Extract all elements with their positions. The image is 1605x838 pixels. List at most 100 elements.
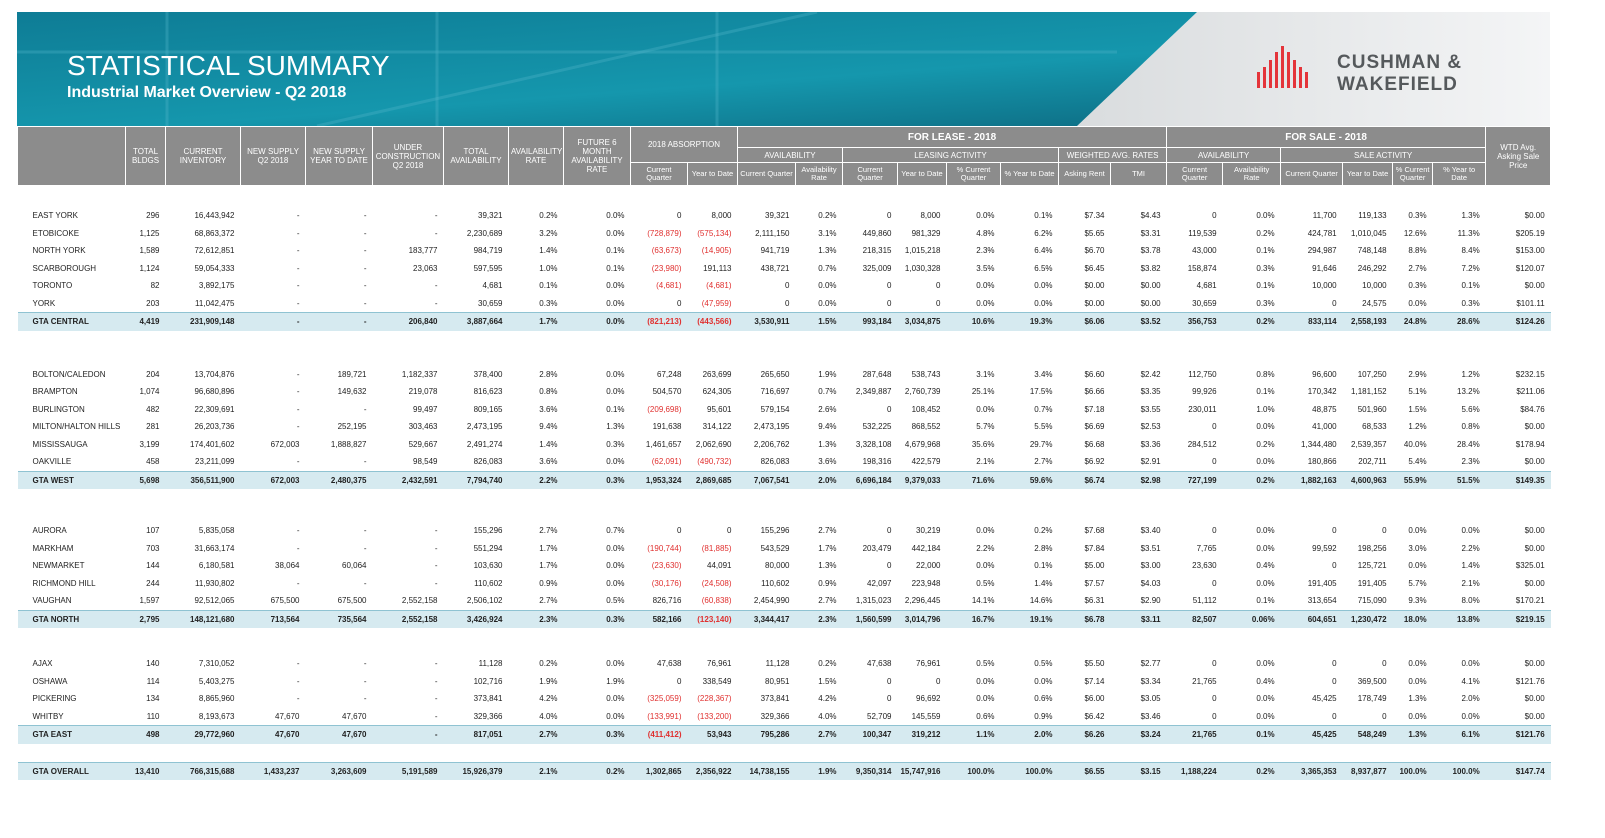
cell: - [363, 281, 367, 291]
cell: 1.2% [1461, 369, 1480, 379]
cell: 0.0% [1034, 676, 1053, 686]
cell: $6.31 [1084, 596, 1105, 606]
cell: 11.3% [1457, 228, 1480, 238]
cell: 1,188,224 [1166, 761, 1223, 780]
column-header: NEW SUPPLY YEAR TO DATE [305, 126, 373, 186]
cell: 1,124 [139, 263, 160, 273]
cell: 110 [146, 711, 160, 721]
cell: 0 [1212, 211, 1217, 221]
spacer [18, 628, 1551, 655]
column-header: FUTURE 6 MONTH AVAILABILITY RATE [563, 126, 631, 186]
cell: 597,595 [473, 263, 503, 273]
column-header: Current Quarter [1280, 162, 1344, 186]
banner-pattern [17, 12, 1117, 126]
cell: 4.1% [1461, 676, 1480, 686]
cell: 3,263,609 [305, 761, 373, 780]
cell: 2,869,685 [687, 470, 738, 489]
spacer [18, 489, 1551, 522]
cell: $5.50 [1084, 659, 1105, 669]
cell: 0.1% [1461, 281, 1480, 291]
cell: 3,328,108 [855, 439, 892, 449]
cell: 3,344,417 [737, 609, 796, 628]
market-name: PICKERING [32, 694, 77, 704]
cell: 28.6% [1432, 312, 1486, 331]
cell: 0.0% [976, 298, 995, 308]
cell: 0.2% [563, 761, 631, 780]
cell: (123,140) [687, 609, 738, 628]
cell: - [363, 457, 367, 467]
cell: (23,980) [651, 263, 682, 273]
cell: 0.0% [1256, 526, 1275, 536]
cell: 119,133 [1358, 211, 1387, 221]
cell: 9,350,314 [842, 761, 898, 780]
cell: (209,698) [647, 404, 682, 414]
cell: $6.00 [1084, 694, 1105, 704]
cell: 0.2% [1034, 526, 1053, 536]
cell: - [363, 246, 367, 256]
cell: 713,564 [240, 609, 306, 628]
cell: 0.3% [539, 298, 558, 308]
cell: 1.7% [539, 561, 558, 571]
cell: 0.0% [606, 561, 625, 571]
market-name: GTA CENTRAL [17, 312, 126, 331]
cell: 0.0% [1256, 659, 1275, 669]
cell: 71.6% [946, 470, 1001, 489]
cell: 0.3% [1256, 298, 1275, 308]
cell: 582,166 [630, 609, 688, 628]
cell: 30,219 [916, 526, 941, 536]
cell: 0.0% [606, 711, 625, 721]
cell: (133,200) [697, 711, 732, 721]
cell: 715,090 [1357, 596, 1387, 606]
cell: 0.2% [1222, 761, 1281, 780]
cell: 102,716 [473, 676, 503, 686]
cell: 47,670 [342, 711, 367, 721]
cell: 0 [727, 526, 732, 536]
cell: 422,579 [911, 457, 941, 467]
cell: 0.0% [976, 694, 995, 704]
cell: 579,154 [760, 404, 790, 414]
cell: 265,650 [760, 369, 790, 379]
cell: $3.52 [1110, 312, 1167, 331]
cell: 7,067,541 [737, 470, 796, 489]
cell: $3.35 [1140, 387, 1161, 397]
cell: $0.00 [1524, 711, 1545, 721]
cell: $3.00 [1140, 561, 1161, 571]
cell: 672,003 [270, 439, 300, 449]
spacer [18, 744, 1551, 763]
cell: 795,286 [737, 725, 796, 744]
cell: 0 [785, 281, 790, 291]
cell: $3.31 [1140, 228, 1161, 238]
cell: - [296, 298, 300, 308]
cell: 140 [146, 659, 160, 669]
cell: 766,315,688 [165, 761, 241, 780]
cell: $0.00 [1140, 298, 1161, 308]
cell: (24,508) [701, 578, 732, 588]
cell: 0.8% [539, 387, 558, 397]
cell: 11,930,802 [195, 578, 235, 588]
cell: (62,091) [651, 457, 682, 467]
cell: $2.53 [1140, 422, 1161, 432]
cell: 2,552,158 [401, 596, 438, 606]
cell: 3.6% [818, 457, 837, 467]
cell: 0.3% [1408, 281, 1427, 291]
cell: $2.98 [1110, 470, 1167, 489]
cell: 5,698 [125, 470, 166, 489]
cell: 1.3% [1408, 694, 1427, 704]
cell: $6.45 [1084, 263, 1105, 273]
cell: 1.9% [539, 676, 558, 686]
data-row: SCARBOROUGH 1,124 59,054,333 - - 23,063 597,59… [18, 260, 1551, 278]
cell: 155,296 [760, 526, 790, 536]
cell: - [296, 211, 300, 221]
column-header: Asking Rent [1058, 162, 1111, 186]
cell: 1.2% [1408, 422, 1427, 432]
cell: 158,874 [1187, 263, 1217, 273]
cell: 0 [887, 298, 892, 308]
cell: - [296, 228, 300, 238]
cell: 672,003 [240, 470, 306, 489]
cell: 2,296,445 [904, 596, 941, 606]
cell: 2,432,591 [372, 470, 444, 489]
group-header: FOR LEASE - 2018 [736, 126, 1168, 148]
cell: 114 [146, 676, 160, 686]
column-header: Availability Rate [795, 162, 843, 186]
cell: 42,097 [867, 578, 892, 588]
